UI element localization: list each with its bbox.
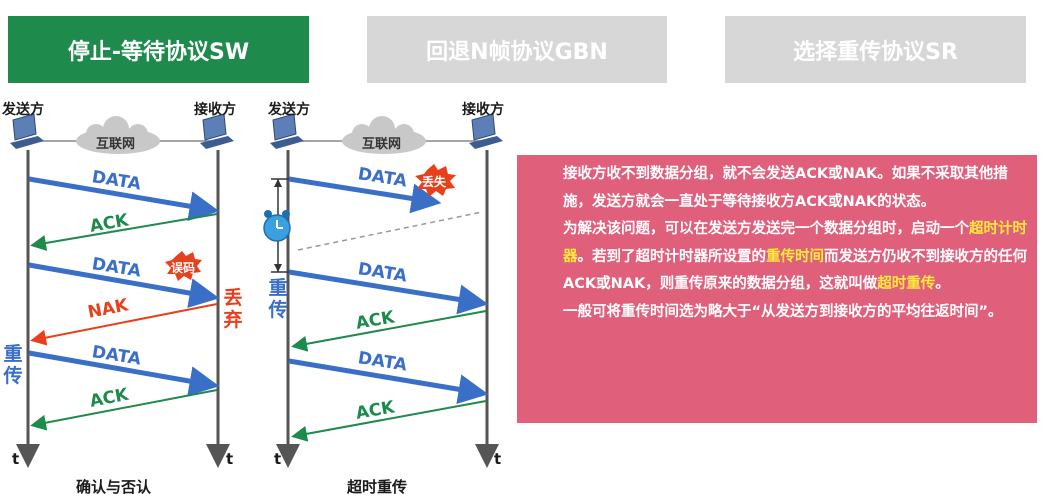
sender-laptop-icon — [10, 113, 44, 149]
discard-label: 丢弃 — [223, 287, 243, 331]
data-arrow-r3 — [288, 358, 489, 405]
ack-arrow-2 — [30, 389, 218, 431]
error-burst-icon — [165, 251, 202, 281]
ack-arrow-r2 — [291, 400, 487, 442]
sender-laptop-icon-2 — [270, 113, 304, 149]
data-arrow-3 — [28, 350, 220, 396]
highlight-timeout-timer: 超时计时器 — [563, 221, 1027, 265]
lost-burst-icon — [415, 164, 456, 197]
tab-selective-repeat[interactable]: 选择重传协议SR — [725, 16, 1026, 83]
internet-cloud-icon-2 — [342, 116, 426, 154]
explanation-paragraph-3: 一般可将重传时间选为略大于“从发送方到接收方的平均往返时间”。 — [563, 303, 1003, 320]
sender-label: 发送方 — [2, 102, 44, 118]
alarm-clock-icon — [263, 210, 291, 242]
tab-go-back-n[interactable]: 回退N帧协议GBN — [367, 16, 667, 83]
nak-arrow — [30, 303, 218, 346]
internet-cloud-icon — [76, 116, 160, 154]
explanation-paragraph-1: 接收方收不到数据分组，就不会发送ACK或NAK。如果不采取其他措施，发送方就会一… — [563, 166, 1008, 210]
receiver-label: 接收方 — [194, 102, 236, 118]
lost-burst-label: 丢失 — [422, 175, 447, 189]
internet-label-2: 互联网 — [362, 137, 402, 152]
data-arrow-1 — [28, 176, 220, 222]
ack-arrow-r1 — [291, 310, 487, 352]
data-arrow-r2 — [288, 269, 489, 315]
time-label-left-2: t — [274, 450, 282, 468]
p2-text-b: 。若到了超时计时器所设置的 — [577, 248, 767, 265]
tab-stop-and-wait[interactable]: 停止-等待协议SW — [8, 16, 309, 83]
left-caption: 确认与否认 — [76, 478, 152, 496]
p2-text-a: 为解决该问题，可以在发送方发送完一个数据分组时，启动一个 — [563, 221, 969, 237]
right-caption: 超时重传 — [347, 478, 408, 496]
explanation-box: 接收方收不到数据分组，就不会发送ACK或NAK。如果不采取其他措施，发送方就会一… — [517, 155, 1037, 423]
receiver-laptop-icon-2 — [469, 113, 503, 149]
time-label-right: t — [226, 450, 234, 468]
retransmit-label-2: 重传 — [268, 277, 288, 321]
lost-data-arrow — [288, 176, 442, 214]
retransmit-label: 重传 — [3, 343, 23, 387]
p2-text-c: 而发送方仍收不到接收方的任何ACK或NAK，则重传原来的数据分组，这就叫做 — [563, 248, 1027, 293]
ack-arrow-1 — [30, 213, 218, 251]
data-arrow-2 — [28, 262, 220, 308]
highlight-retransmit-time: 重传时间 — [766, 248, 824, 265]
timeout-dashed-line — [297, 211, 483, 251]
internet-label: 互联网 — [96, 137, 136, 152]
error-burst-label: 误码 — [171, 261, 196, 275]
time-label-left: t — [12, 450, 20, 468]
highlight-timeout-retransmit: 超时重传 — [877, 276, 936, 292]
p2-text-d: 。 — [935, 276, 950, 292]
explanation-paragraph-2: 为解决该问题，可以在发送方发送完一个数据分组时，启动一个超时计时器。若到了超时计… — [523, 216, 1033, 299]
sender-label-2: 发送方 — [268, 102, 310, 118]
time-label-right-2: t — [494, 450, 502, 468]
receiver-laptop-icon — [200, 113, 234, 149]
receiver-label-2: 接收方 — [462, 102, 504, 118]
